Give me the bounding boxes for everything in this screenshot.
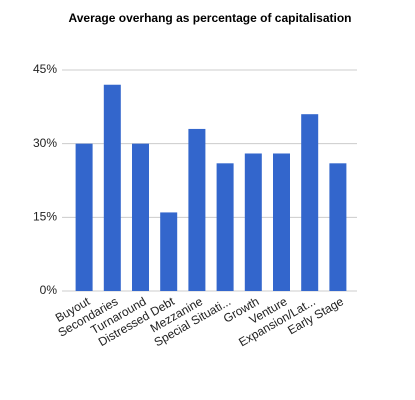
- y-tick-label: 30%: [33, 136, 57, 150]
- bar: [188, 128, 206, 291]
- bar: [160, 212, 178, 291]
- bar: [273, 153, 290, 291]
- y-tick-label: 15%: [33, 210, 57, 224]
- y-tick-label: 45%: [33, 62, 57, 76]
- bar: [329, 163, 347, 291]
- bar: [244, 153, 262, 291]
- bar: [132, 143, 149, 291]
- bar: [75, 143, 93, 291]
- bar: [301, 114, 319, 291]
- y-tick-label: 0%: [40, 283, 58, 297]
- bar: [103, 84, 121, 291]
- bar: [216, 163, 234, 291]
- chart-title: Average overhang as percentage of capita…: [69, 11, 352, 25]
